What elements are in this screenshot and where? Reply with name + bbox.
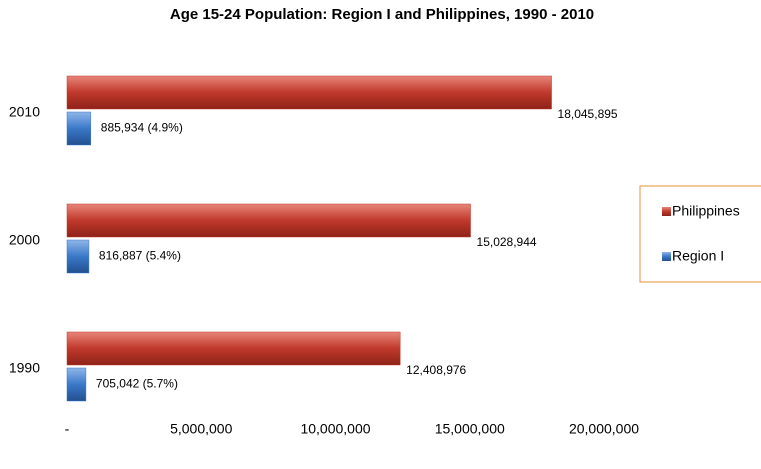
chart-title: Age 15-24 Population: Region I and Phili… bbox=[170, 6, 594, 23]
legend-swatch bbox=[662, 252, 671, 261]
x-tick-label: 15,000,000 bbox=[435, 421, 505, 437]
x-tick-label: - bbox=[65, 421, 70, 437]
data-label: 15,028,944 bbox=[477, 235, 537, 249]
bar bbox=[66, 331, 401, 366]
data-label: 12,408,976 bbox=[406, 363, 466, 377]
y-tick-label: 1990 bbox=[9, 360, 40, 376]
data-label: 885,934 (4.9%) bbox=[101, 121, 183, 135]
data-label: 816,887 (5.4%) bbox=[99, 249, 181, 263]
bar bbox=[66, 367, 87, 402]
x-tick-label: 10,000,000 bbox=[300, 421, 370, 437]
data-label: 705,042 (5.7%) bbox=[96, 377, 178, 391]
legend-box bbox=[639, 185, 761, 283]
bar bbox=[66, 239, 90, 274]
x-tick-label: 5,000,000 bbox=[170, 421, 232, 437]
legend-swatch bbox=[662, 207, 671, 216]
x-tick-label: 20,000,000 bbox=[569, 421, 639, 437]
legend-label: Region I bbox=[672, 248, 724, 264]
bar bbox=[66, 75, 552, 110]
data-label: 18,045,895 bbox=[558, 107, 618, 121]
bar bbox=[66, 111, 92, 146]
legend-label: Philippines bbox=[672, 203, 740, 219]
y-tick-label: 2000 bbox=[9, 232, 40, 248]
bar bbox=[66, 203, 471, 238]
y-tick-label: 2010 bbox=[9, 104, 40, 120]
